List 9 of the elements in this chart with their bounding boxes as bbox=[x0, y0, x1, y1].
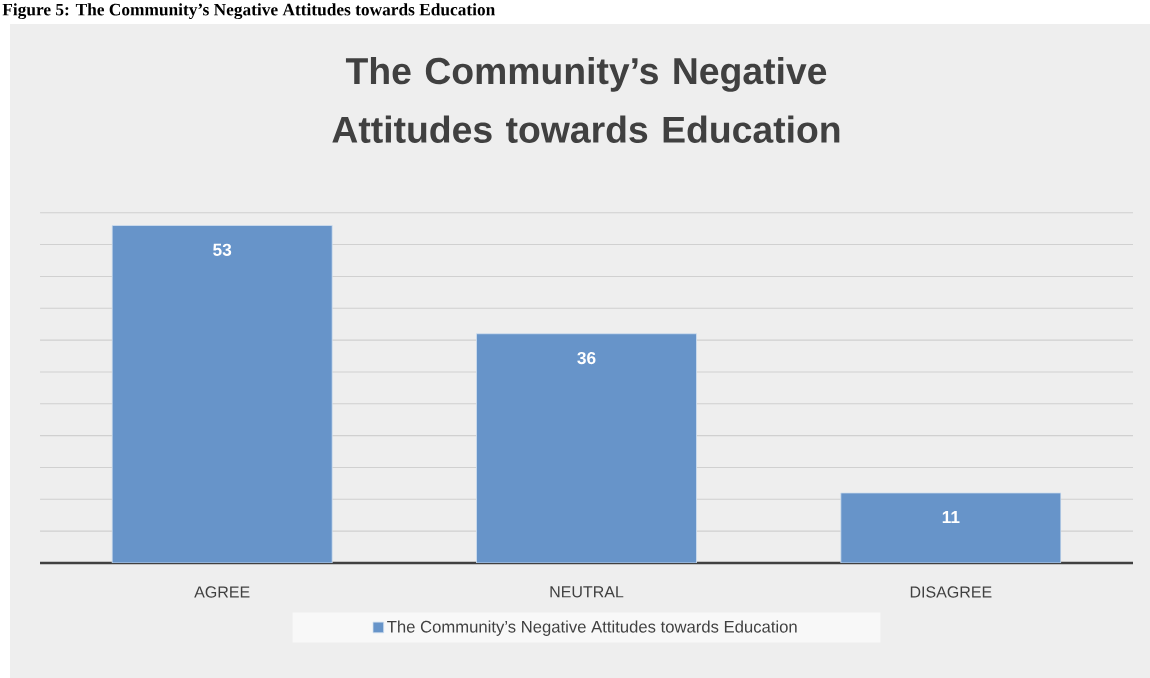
chart-title: The Community’s Negative Attitudes towards Education bbox=[332, 56, 840, 143]
data-label: 36 bbox=[577, 351, 596, 365]
legend-label: The Community’s Negative Attitudes towards Education bbox=[387, 620, 797, 636]
x-tick-label: AGREE bbox=[194, 586, 250, 598]
data-label: 53 bbox=[213, 243, 232, 256]
x-tick-label: DISAGREE bbox=[910, 586, 992, 598]
x-tick-label: NEUTRAL bbox=[550, 586, 624, 598]
caption: Figure 5: The Community’s Negative Attitudes towards Education bbox=[2, 3, 496, 20]
data-label: 11 bbox=[942, 511, 960, 524]
